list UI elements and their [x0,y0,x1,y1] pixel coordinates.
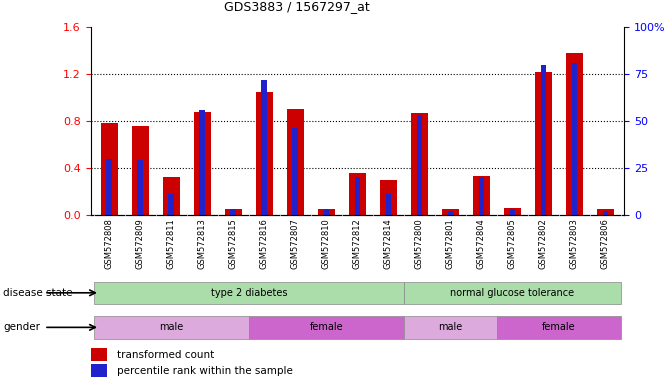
Bar [199,110,205,215]
Text: GSM572813: GSM572813 [198,218,207,269]
Bar [225,209,242,215]
Bar [386,194,391,215]
Text: female: female [542,322,576,333]
Text: GSM572811: GSM572811 [166,218,176,269]
Bar [404,316,497,339]
Text: GSM572815: GSM572815 [229,218,238,269]
Bar [354,177,360,215]
Text: GSM572801: GSM572801 [446,218,455,269]
Text: GSM572816: GSM572816 [260,218,269,269]
Text: type 2 diabetes: type 2 diabetes [211,288,287,298]
Text: percentile rank within the sample: percentile rank within the sample [117,366,293,376]
Bar [138,161,143,215]
Bar [293,129,298,215]
Text: GSM572806: GSM572806 [601,218,610,269]
Bar [107,159,112,215]
Bar [411,113,428,215]
Bar [318,209,335,215]
Text: GSM572814: GSM572814 [384,218,393,269]
Text: normal glucose tolerance: normal glucose tolerance [450,288,574,298]
Text: GSM572807: GSM572807 [291,218,300,269]
Bar [94,281,404,304]
Text: female: female [309,322,343,333]
Bar [380,180,397,215]
Bar [249,316,404,339]
Text: GSM572802: GSM572802 [539,218,548,269]
Text: male: male [438,322,462,333]
Bar [168,194,174,215]
Bar [504,208,521,215]
Text: GSM572808: GSM572808 [105,218,113,269]
Bar [230,209,236,215]
Bar [101,123,117,215]
Bar [91,364,107,377]
Bar [262,79,267,215]
Text: male: male [159,322,183,333]
Bar [349,173,366,215]
Text: disease state: disease state [3,288,73,298]
Text: GSM572803: GSM572803 [570,218,579,269]
Bar [497,316,621,339]
Bar [323,209,329,215]
Bar [162,177,180,215]
Text: GSM572810: GSM572810 [322,218,331,269]
Bar [194,112,211,215]
Bar [287,109,304,215]
Bar [597,209,614,215]
Bar [448,211,453,215]
Text: GSM572809: GSM572809 [136,218,145,269]
Bar [132,126,149,215]
Bar [404,281,621,304]
Text: GDS3883 / 1567297_at: GDS3883 / 1567297_at [224,0,370,13]
Bar [509,209,515,215]
Text: GSM572800: GSM572800 [415,218,424,269]
Bar [541,65,546,215]
Bar [473,176,490,215]
Bar [572,63,577,215]
Text: gender: gender [3,322,40,333]
Bar [442,209,459,215]
Bar [535,71,552,215]
Text: GSM572804: GSM572804 [477,218,486,269]
Text: GSM572812: GSM572812 [353,218,362,269]
Bar [94,316,249,339]
Text: GSM572805: GSM572805 [508,218,517,269]
Bar [566,53,583,215]
Bar [478,177,484,215]
Bar [91,348,107,361]
Text: transformed count: transformed count [117,349,215,359]
Bar [417,115,422,215]
Bar [603,211,608,215]
Bar [256,91,273,215]
